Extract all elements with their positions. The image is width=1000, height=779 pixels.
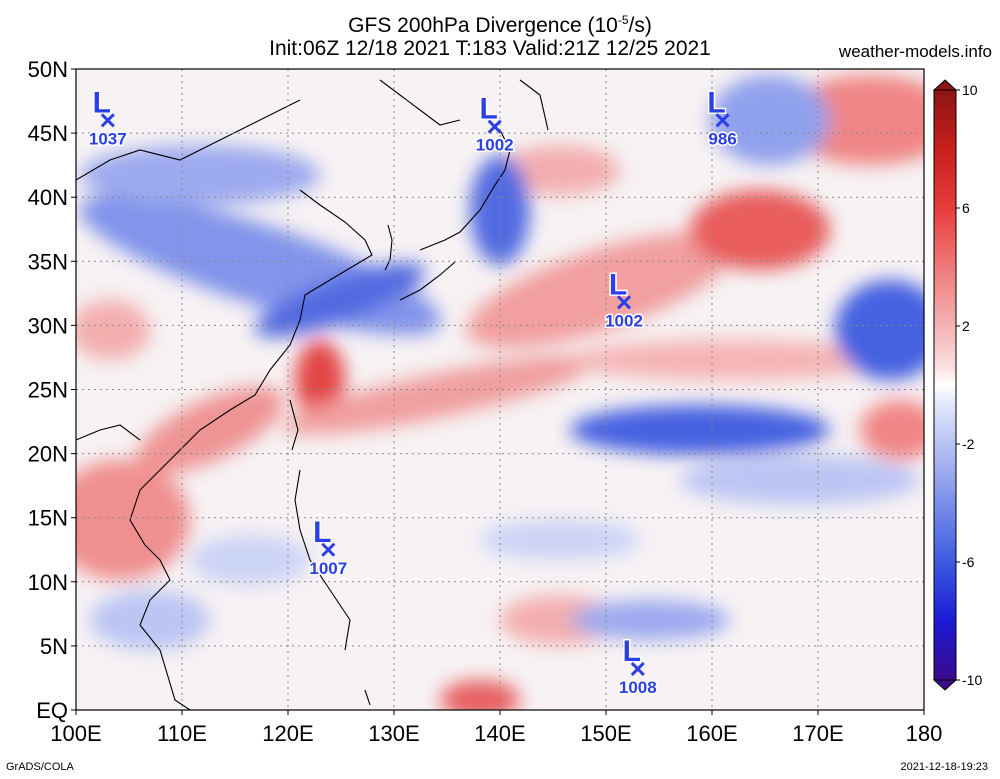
divergence-field: [76, 69, 924, 710]
lat-tick-label: 40N: [28, 185, 68, 210]
longitude-axis: 100E 110E 120E 130E 140E 150E 160E 170E 180: [50, 710, 942, 746]
colorbar-label: -2: [962, 436, 975, 452]
pressure-center: L 986: [706, 85, 738, 150]
pressure-center: L 1002: [474, 91, 515, 156]
lat-tick-label: 10N: [28, 570, 68, 595]
lat-tick-label: 30N: [28, 313, 68, 338]
pressure-centers: L 1037 L 1002 L 986 L 1002 L 1007 L 1008: [87, 85, 738, 699]
lat-tick-label: 50N: [28, 57, 68, 82]
coastlines: [76, 79, 549, 710]
colorbar-label: -6: [962, 554, 975, 570]
colorbar-max-arrow: [932, 79, 958, 91]
center-marker: [715, 113, 730, 128]
credit-label: GrADS/COLA: [6, 761, 74, 773]
lon-tick-label: 140E: [474, 721, 525, 746]
low-symbol: L: [313, 516, 331, 549]
pressure-value: 1002: [605, 311, 643, 330]
low-symbol: L: [480, 93, 498, 126]
pressure-value: 1037: [89, 129, 127, 148]
pressure-center: L 1008: [617, 633, 658, 698]
colorbar-scale: [933, 89, 957, 681]
lon-tick-label: 130E: [368, 721, 419, 746]
lon-tick-label: 150E: [580, 721, 631, 746]
lon-tick-label: 170E: [792, 721, 843, 746]
center-marker: [616, 295, 632, 310]
lon-tick-label: 180: [906, 721, 943, 746]
pressure-value: 1002: [476, 136, 514, 155]
graticule: [76, 69, 924, 710]
lon-tick-label: 160E: [686, 721, 737, 746]
colorbar-label: -10: [962, 672, 982, 688]
lon-tick-label: 100E: [50, 721, 101, 746]
lat-tick-label: 45N: [28, 121, 68, 146]
lat-tick-label: 5N: [40, 634, 68, 659]
lat-tick-label: 25N: [28, 378, 68, 403]
timestamp-label: 2021-12-18-19:23: [900, 761, 988, 773]
lat-tick-label: EQ: [36, 698, 68, 723]
center-marker: [100, 113, 115, 128]
colorbar-label: 6: [962, 200, 970, 216]
lat-tick-label: 15N: [28, 506, 68, 531]
lon-tick-label: 110E: [157, 721, 207, 746]
low-symbol: L: [93, 86, 111, 119]
pressure-value: 986: [708, 129, 736, 148]
pressure-center: L 1007: [308, 514, 349, 579]
chart-title: GFS 200hPa Divergence (10-5/s): [348, 13, 652, 37]
center-marker: [321, 542, 336, 557]
lon-tick-label: 120E: [262, 721, 313, 746]
pressure-center: L 1037: [87, 85, 128, 150]
lat-tick-label: 35N: [28, 249, 68, 274]
colorbar-min-arrow: [932, 679, 958, 691]
pressure-value: 1007: [309, 559, 347, 578]
colorbar: 10 6 2 -2 -6 -10: [932, 79, 982, 691]
colorbar-label: 2: [962, 318, 970, 334]
colorbar-label: 10: [962, 82, 978, 98]
low-symbol: L: [623, 635, 641, 668]
pressure-value: 1008: [619, 678, 657, 697]
center-marker: [487, 119, 502, 134]
center-marker: [630, 661, 645, 677]
lat-tick-label: 20N: [28, 442, 68, 467]
low-symbol: L: [707, 86, 725, 119]
low-symbol: L: [609, 268, 627, 301]
site-label: weather-models.info: [838, 42, 992, 61]
latitude-axis: EQ 5N 10N 15N 20N 25N 30N 35N 40N 45N 50N: [28, 57, 76, 723]
chart-subtitle: Init:06Z 12/18 2021 T:183 Valid:21Z 12/2…: [269, 37, 711, 60]
pressure-center: L 1002: [604, 267, 645, 332]
